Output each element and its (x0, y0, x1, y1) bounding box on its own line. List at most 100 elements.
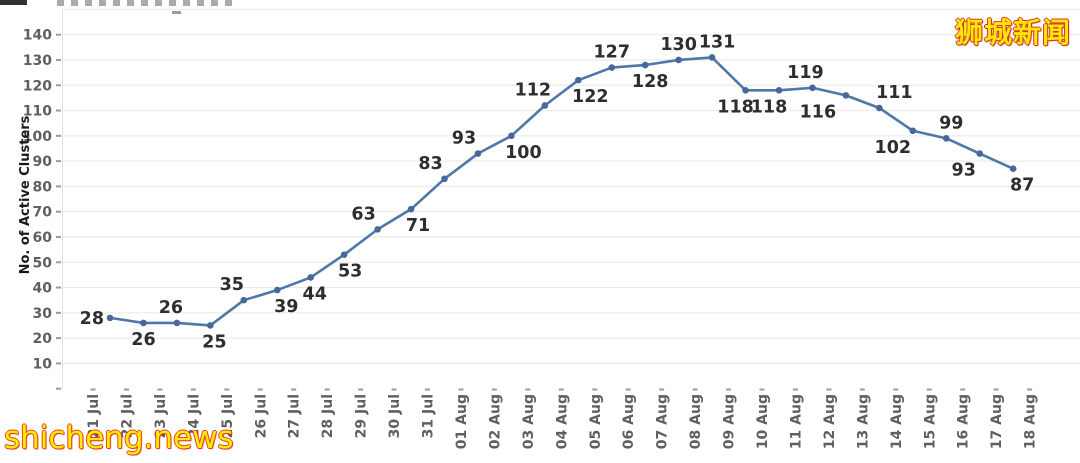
value-label: 87 (1010, 176, 1034, 196)
gridlines (62, 8, 1080, 389)
value-label: 130 (660, 35, 697, 55)
data-point (173, 319, 181, 327)
data-point (1009, 165, 1017, 172)
series-markers (106, 54, 1017, 329)
data-point (106, 314, 114, 322)
y-axis: 10 20 30 40 50 60 70 80 90 100 110 120 130 140 No. of … (18, 28, 61, 390)
svg-text:100: 100 (23, 129, 52, 145)
svg-text:140: 140 (23, 28, 52, 44)
x-tick-label: 25 Jul (220, 394, 236, 438)
x-tick-label: 13 Aug (855, 394, 871, 449)
data-point (775, 87, 783, 94)
data-point (809, 84, 816, 92)
value-label: 28 (80, 309, 104, 329)
svg-text:60: 60 (33, 230, 53, 246)
x-tick-label: 26 Jul (253, 394, 269, 438)
x-axis: 21 Jul 22 Jul 23 Jul 24 Jul 25 Jul 26 Jul 27 J… (86, 388, 1039, 449)
value-label: 102 (875, 138, 912, 158)
x-tick-label: 10 Aug (755, 394, 771, 449)
x-tick-label: 14 Aug (889, 394, 905, 449)
data-point (307, 274, 315, 281)
cropped-header-bar-remnant (0, 0, 27, 5)
svg-text:20: 20 (33, 331, 53, 347)
x-tick-label: 22 Jul (119, 394, 135, 438)
value-label: 118 (717, 97, 754, 117)
svg-text:110: 110 (23, 104, 52, 120)
data-point (842, 92, 850, 99)
x-tick-label: 05 Aug (588, 394, 604, 449)
x-tick-label: 12 Aug (822, 394, 838, 449)
data-point (441, 175, 448, 183)
value-label: 112 (515, 80, 552, 100)
value-label: 119 (787, 63, 824, 83)
data-point (708, 54, 716, 61)
value-label: 100 (505, 143, 542, 163)
data-point (575, 76, 582, 84)
data-point (976, 150, 983, 157)
value-label: 83 (418, 154, 442, 174)
x-tick-label: 21 Jul (86, 394, 102, 438)
x-tick-label: 16 Aug (956, 394, 972, 449)
data-point (273, 286, 281, 294)
value-label: 39 (274, 297, 298, 317)
value-label: 99 (939, 113, 963, 133)
data-point (474, 150, 482, 157)
cropped-tick-remnant (172, 11, 181, 14)
x-tick-label: 03 Aug (521, 394, 537, 449)
x-tick-label: 17 Aug (989, 394, 1005, 449)
svg-text:90: 90 (33, 154, 53, 170)
value-label: 122 (572, 87, 609, 107)
x-tick-label: 04 Aug (554, 394, 570, 449)
data-point (407, 205, 415, 213)
x-tick-label: 31 Jul (421, 394, 437, 438)
value-label: 26 (159, 298, 183, 318)
x-tick-label: 11 Aug (788, 394, 804, 449)
value-label: 128 (632, 72, 669, 92)
value-label: 127 (593, 43, 630, 63)
svg-text:10: 10 (33, 356, 53, 372)
data-point (742, 87, 749, 94)
x-tick-label: 23 Jul (153, 394, 169, 438)
x-tick-label: 18 Aug (1023, 394, 1039, 449)
value-label: 93 (952, 161, 976, 181)
value-label: 71 (406, 216, 430, 236)
x-tick-label: 30 Jul (387, 394, 403, 438)
cropped-title-text-remnant (57, 0, 232, 6)
data-point (608, 64, 616, 71)
x-tick-label: 07 Aug (655, 394, 671, 449)
x-tick-label: 02 Aug (487, 394, 503, 449)
value-label: 44 (303, 284, 327, 304)
value-label: 26 (131, 330, 155, 350)
series-line (108, 56, 1015, 327)
x-tick-label: 29 Jul (354, 394, 370, 438)
x-tick-label: 08 Aug (688, 394, 704, 449)
value-label: 131 (699, 32, 736, 52)
svg-text:70: 70 (33, 205, 53, 221)
value-label: 63 (351, 204, 375, 224)
value-label: 116 (800, 102, 837, 122)
y-axis-title: No. of Active Clusters (18, 115, 33, 274)
data-point (508, 132, 515, 140)
data-point (641, 61, 649, 69)
x-tick-label: 24 Jul (186, 394, 202, 438)
x-tick-label: 27 Jul (287, 394, 303, 438)
data-point (675, 56, 682, 64)
data-point (374, 226, 381, 233)
data-point (876, 104, 883, 112)
x-tick-label: 28 Jul (320, 394, 336, 438)
value-label: 25 (202, 332, 226, 352)
data-point (207, 322, 214, 329)
data-point (340, 251, 348, 258)
svg-text:120: 120 (23, 78, 52, 94)
data-point (942, 135, 950, 142)
svg-text:30: 30 (33, 306, 53, 322)
value-label: 118 (751, 97, 788, 117)
svg-text:130: 130 (23, 53, 52, 69)
value-label: 111 (876, 83, 913, 103)
value-label: 35 (220, 275, 244, 295)
data-point (541, 102, 549, 109)
svg-text:50: 50 (33, 255, 53, 271)
value-label: 53 (338, 262, 362, 282)
